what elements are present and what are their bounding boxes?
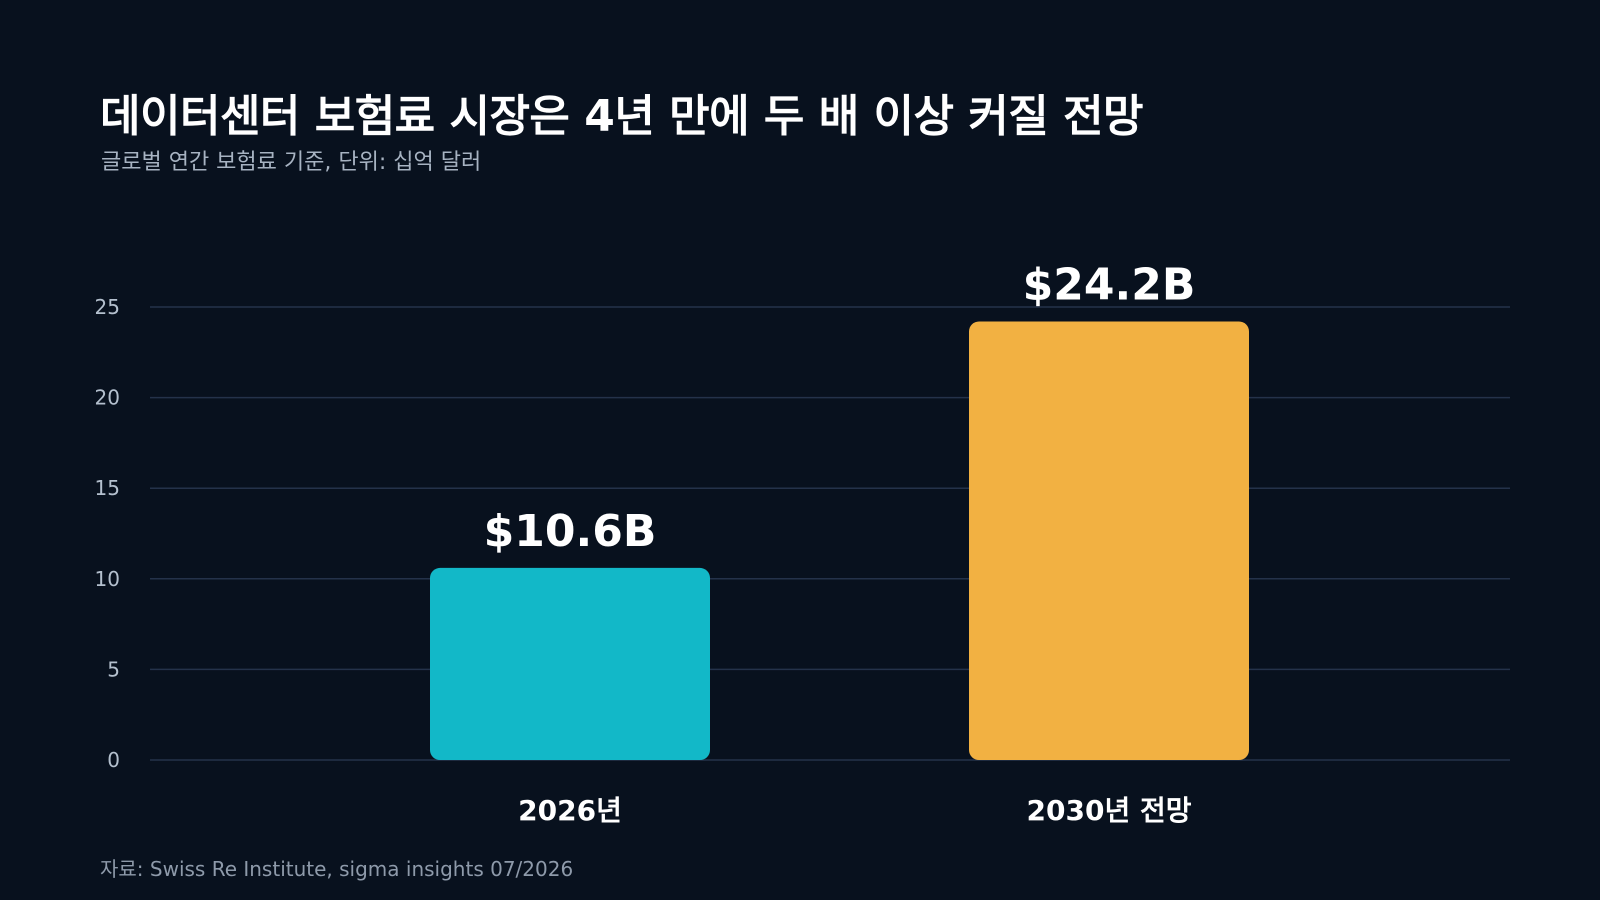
y-tick-label: 0 bbox=[107, 748, 120, 772]
source-note: 자료: Swiss Re Institute, sigma insights 0… bbox=[100, 857, 574, 881]
y-tick-label: 5 bbox=[107, 657, 120, 681]
y-tick-label: 10 bbox=[95, 567, 120, 591]
y-tick-label: 15 bbox=[95, 476, 120, 500]
y-tick-label: 20 bbox=[95, 386, 120, 410]
value-label: $24.2B bbox=[1023, 259, 1196, 310]
bar-2030 bbox=[969, 321, 1249, 760]
y-tick-label: 25 bbox=[95, 295, 120, 319]
category-label: 2030년 전망 bbox=[1027, 794, 1192, 827]
value-label: $10.6B bbox=[484, 506, 657, 557]
chart-title: 데이터센터 보험료 시장은 4년 만에 두 배 이상 커질 전망 bbox=[100, 91, 1144, 142]
chart-subtitle: 글로벌 연간 보험료 기준, 단위: 십억 달러 bbox=[101, 150, 482, 175]
bar-2026 bbox=[430, 567, 710, 760]
category-label: 2026년 bbox=[518, 794, 622, 827]
